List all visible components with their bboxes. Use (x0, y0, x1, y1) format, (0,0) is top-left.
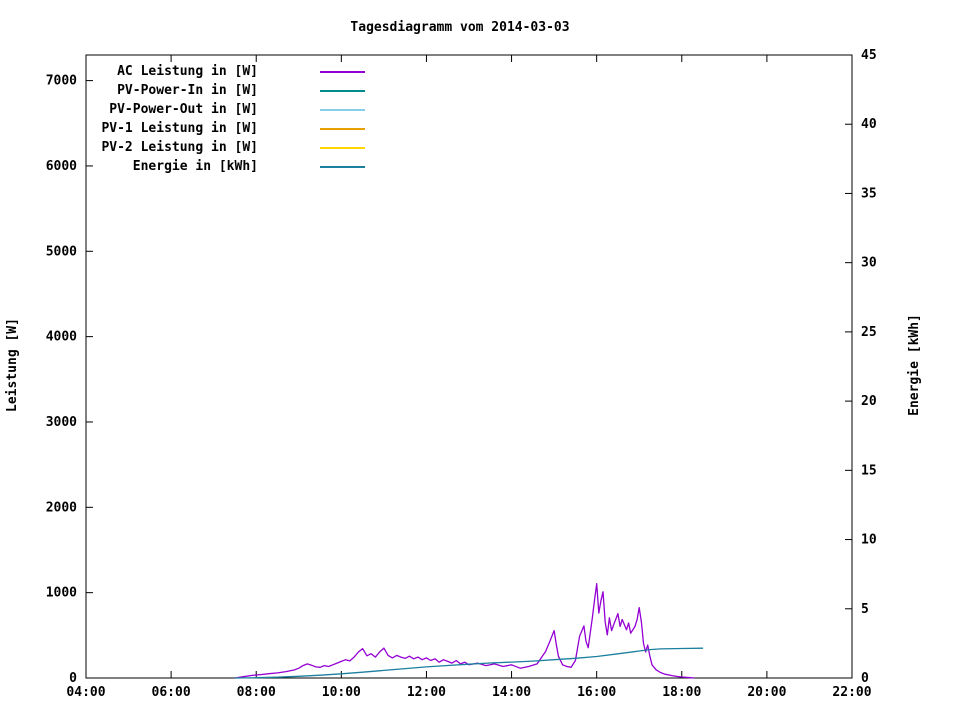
svg-text:0: 0 (861, 671, 869, 686)
svg-text:06:00: 06:00 (152, 685, 191, 700)
svg-text:12:00: 12:00 (407, 685, 446, 700)
legend-item: PV-Power-Out in [W] (90, 100, 365, 119)
legend-item: PV-2 Leistung in [W] (90, 138, 365, 157)
svg-text:10:00: 10:00 (322, 685, 361, 700)
svg-text:5000: 5000 (46, 244, 77, 259)
svg-text:3000: 3000 (46, 415, 77, 430)
svg-text:08:00: 08:00 (237, 685, 276, 700)
svg-text:14:00: 14:00 (492, 685, 531, 700)
legend-line-sample (320, 146, 365, 149)
chart-title: Tagesdiagramm vom 2014-03-03 (350, 20, 570, 35)
y-right-axis-title: Energie [kWh] (907, 314, 922, 416)
svg-text:25: 25 (861, 325, 877, 340)
legend-item: AC Leistung in [W] (90, 62, 365, 81)
legend-item: PV-Power-In in [W] (90, 81, 365, 100)
svg-text:22:00: 22:00 (832, 685, 871, 700)
svg-text:15: 15 (861, 463, 877, 478)
svg-text:40: 40 (861, 117, 877, 132)
svg-text:20:00: 20:00 (747, 685, 786, 700)
svg-text:6000: 6000 (46, 159, 77, 174)
legend-line-sample (320, 165, 365, 168)
svg-text:10: 10 (861, 533, 877, 548)
legend-label: PV-Power-Out in [W] (109, 102, 258, 117)
svg-text:18:00: 18:00 (662, 685, 701, 700)
svg-text:2000: 2000 (46, 500, 77, 515)
y-left-axis-title: Leistung [W] (5, 318, 20, 412)
legend-label: PV-Power-In in [W] (117, 83, 258, 98)
svg-text:0: 0 (69, 671, 77, 686)
legend-item: PV-1 Leistung in [W] (90, 119, 365, 138)
legend-label: PV-2 Leistung in [W] (101, 140, 258, 155)
legend-label: Energie in [kWh] (132, 159, 258, 174)
svg-text:5: 5 (861, 602, 869, 617)
legend-label: AC Leistung in [W] (117, 64, 258, 79)
svg-text:16:00: 16:00 (577, 685, 616, 700)
legend-line-sample (320, 108, 365, 111)
legend-label: PV-1 Leistung in [W] (101, 121, 258, 136)
legend-line-sample (320, 127, 365, 130)
svg-text:4000: 4000 (46, 330, 77, 345)
svg-text:1000: 1000 (46, 586, 77, 601)
legend-line-sample (320, 89, 365, 92)
svg-text:20: 20 (861, 394, 877, 409)
svg-text:35: 35 (861, 186, 877, 201)
svg-text:30: 30 (861, 256, 877, 271)
svg-text:04:00: 04:00 (66, 685, 105, 700)
legend-item: Energie in [kWh] (90, 157, 365, 176)
svg-text:45: 45 (861, 48, 877, 63)
svg-text:7000: 7000 (46, 74, 77, 89)
legend-line-sample (320, 70, 365, 73)
legend: AC Leistung in [W] PV-Power-In in [W] PV… (90, 62, 365, 176)
